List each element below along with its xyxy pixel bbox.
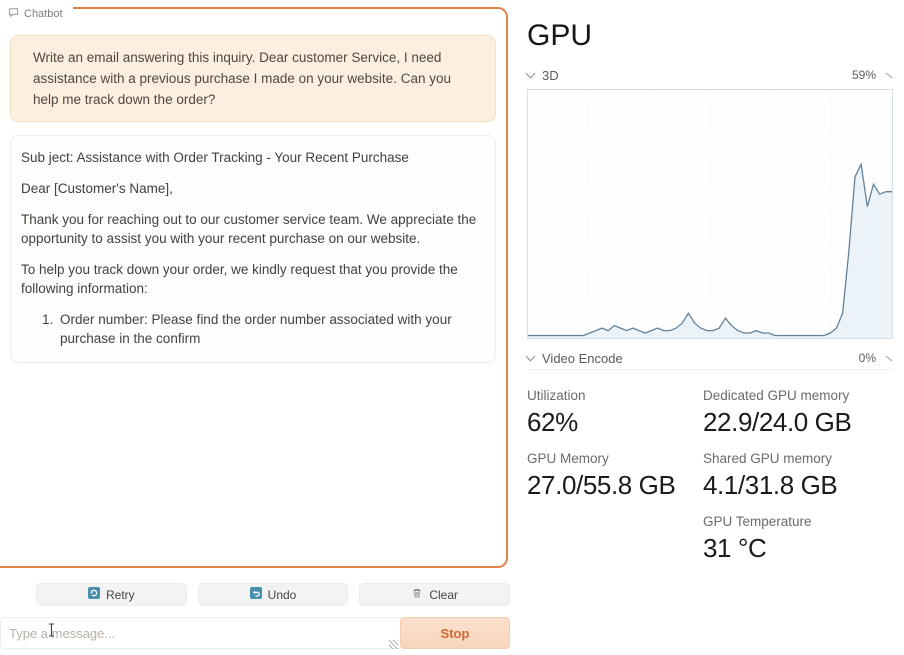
section-name-video-encode: Video Encode — [542, 350, 623, 366]
section-header-3d[interactable]: 3D 59% — [525, 65, 893, 85]
composer-row: Stop — [0, 617, 510, 649]
undo-button-label: Undo — [267, 587, 297, 602]
stop-button[interactable]: Stop — [400, 617, 510, 649]
bot-message: Sub ject: Assistance with Order Tracking… — [10, 135, 496, 363]
section-value-video-encode: 0% — [858, 351, 876, 365]
stat-label: Utilization — [527, 388, 586, 403]
retry-button[interactable]: Retry — [36, 583, 187, 606]
collapse-chevron-icon — [885, 355, 893, 361]
trash-icon — [411, 587, 423, 602]
retry-button-label: Retry — [106, 587, 135, 602]
stat-value: 62% — [527, 407, 578, 437]
bot-numbered-list: Order number: Please find the order numb… — [21, 310, 481, 348]
collapse-chevron-icon — [885, 72, 893, 78]
chat-column: Chatbot Write an email answering this in… — [0, 0, 510, 655]
stat-value: 4.1/31.8 GB — [703, 470, 838, 500]
stat-dedicated-gpu-memory: Dedicated GPU memory 22.9/24.0 GB — [703, 388, 893, 438]
stat-utilization: Utilization 62% — [527, 388, 703, 438]
gpu-stats-right-column: Dedicated GPU memory 22.9/24.0 GB Shared… — [703, 388, 893, 577]
gpu-3d-usage-chart — [527, 89, 893, 339]
stat-value: 22.9/24.0 GB — [703, 407, 852, 437]
bot-paragraph: Thank you for reaching out to our custom… — [21, 212, 477, 246]
stat-label: GPU Memory — [527, 451, 609, 466]
clear-button[interactable]: Clear — [359, 583, 511, 606]
message-input[interactable] — [0, 617, 400, 649]
chatbot-panel: Chatbot Write an email answering this in… — [0, 3, 508, 568]
chat-bubble-icon — [8, 7, 19, 21]
stat-label: Dedicated GPU memory — [703, 388, 850, 403]
chevron-down-icon — [525, 68, 536, 79]
bot-list-item: Order number: Please find the order numb… — [57, 310, 481, 348]
retry-icon — [88, 587, 100, 602]
clear-button-label: Clear — [429, 587, 459, 602]
undo-button[interactable]: Undo — [197, 583, 349, 606]
bot-paragraph: Sub ject: Assistance with Order Tracking… — [21, 150, 409, 165]
user-message: Write an email answering this inquiry. D… — [10, 35, 496, 122]
section-value-3d: 59% — [851, 68, 876, 82]
resize-handle-icon[interactable] — [389, 640, 398, 649]
chatbot-label: Chatbot — [0, 3, 73, 25]
section-name-3d: 3D — [542, 67, 559, 83]
gpu-usage-sparkline — [528, 90, 892, 338]
chat-message-list[interactable]: Write an email answering this inquiry. D… — [0, 9, 506, 566]
undo-icon — [249, 587, 262, 602]
text-cursor-icon — [47, 623, 56, 642]
gpu-stats-grid: Utilization 62% GPU Memory 27.0/55.8 GB … — [527, 388, 893, 577]
stat-shared-gpu-memory: Shared GPU memory 4.1/31.8 GB — [703, 451, 893, 501]
gpu-stats-left-column: Utilization 62% GPU Memory 27.0/55.8 GB — [527, 388, 703, 577]
user-message-text: Write an email answering this inquiry. D… — [33, 50, 451, 107]
gpu-panel: GPU 3D 59% Video Encode 0% Utilization 6… — [525, 0, 893, 577]
stat-value: 27.0/55.8 GB — [527, 470, 676, 500]
chatbot-label-text: Chatbot — [24, 8, 63, 20]
stat-label: Shared GPU memory — [703, 451, 833, 466]
bot-paragraph: Dear [Customer's Name], — [21, 181, 173, 196]
stat-gpu-temperature: GPU Temperature 31 °C — [703, 514, 893, 564]
section-header-video-encode[interactable]: Video Encode 0% — [525, 348, 893, 370]
stat-value: 31 °C — [703, 533, 767, 563]
gpu-panel-title: GPU — [527, 19, 593, 52]
chevron-down-icon — [525, 351, 536, 362]
stat-gpu-memory: GPU Memory 27.0/55.8 GB — [527, 451, 703, 501]
bot-paragraph: To help you track down your order, we ki… — [21, 262, 458, 296]
chat-action-row: Retry Undo Clear — [36, 583, 511, 606]
stat-label: GPU Temperature — [703, 514, 812, 529]
